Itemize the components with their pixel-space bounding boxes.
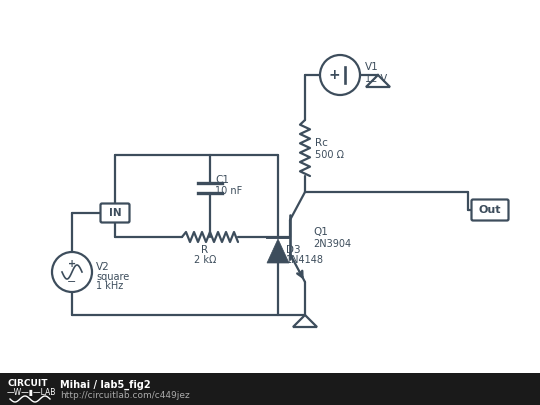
Text: −: − xyxy=(68,277,77,287)
Circle shape xyxy=(52,252,92,292)
Text: Out: Out xyxy=(479,205,501,215)
Text: 1 kHz: 1 kHz xyxy=(96,281,123,291)
Text: +: + xyxy=(68,259,76,269)
Text: 10 nF: 10 nF xyxy=(215,186,242,196)
Text: C1: C1 xyxy=(215,175,229,185)
Text: V1: V1 xyxy=(365,62,379,72)
Bar xyxy=(0,373,540,405)
Text: Q1: Q1 xyxy=(313,227,328,237)
FancyBboxPatch shape xyxy=(471,200,509,220)
Text: http://circuitlab.com/c449jez: http://circuitlab.com/c449jez xyxy=(60,391,190,400)
Text: Rc: Rc xyxy=(315,138,328,148)
Text: 2 kΩ: 2 kΩ xyxy=(194,255,216,265)
Text: +: + xyxy=(328,68,340,82)
Text: D3: D3 xyxy=(286,245,301,255)
Text: R: R xyxy=(201,245,208,255)
FancyBboxPatch shape xyxy=(100,203,130,222)
Text: —W—▮—LAB: —W—▮—LAB xyxy=(7,388,56,397)
Text: CIRCUIT: CIRCUIT xyxy=(7,379,48,388)
Text: 12 V: 12 V xyxy=(365,74,387,84)
Text: 1N4148: 1N4148 xyxy=(286,255,324,265)
Polygon shape xyxy=(267,239,289,263)
Text: IN: IN xyxy=(109,208,122,218)
Text: square: square xyxy=(96,272,129,282)
Text: 500 Ω: 500 Ω xyxy=(315,150,344,160)
Text: 2N3904: 2N3904 xyxy=(313,239,351,249)
Text: V2: V2 xyxy=(96,262,110,272)
Circle shape xyxy=(320,55,360,95)
Text: Mihai / lab5_fig2: Mihai / lab5_fig2 xyxy=(60,380,151,390)
